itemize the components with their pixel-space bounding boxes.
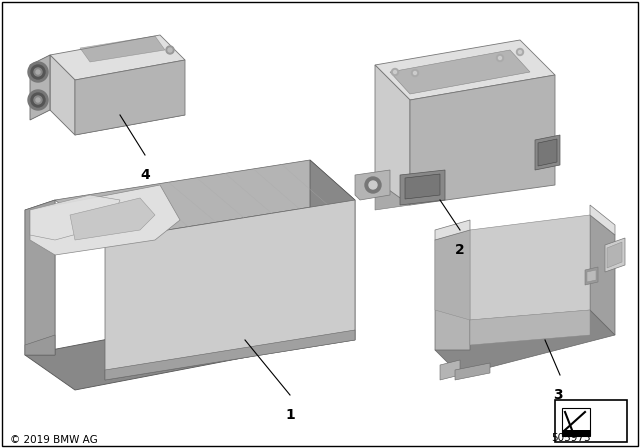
Polygon shape bbox=[80, 36, 165, 62]
Polygon shape bbox=[390, 50, 530, 94]
Polygon shape bbox=[607, 242, 622, 268]
Polygon shape bbox=[30, 55, 50, 120]
Polygon shape bbox=[590, 215, 615, 335]
Polygon shape bbox=[440, 360, 460, 380]
Polygon shape bbox=[605, 238, 625, 272]
Text: 4: 4 bbox=[140, 168, 150, 182]
Text: © 2019 BMW AG: © 2019 BMW AG bbox=[10, 435, 98, 445]
Circle shape bbox=[28, 62, 48, 82]
Circle shape bbox=[392, 69, 399, 76]
Circle shape bbox=[31, 65, 45, 79]
Polygon shape bbox=[25, 310, 310, 390]
Polygon shape bbox=[435, 220, 470, 240]
Polygon shape bbox=[470, 215, 590, 320]
Polygon shape bbox=[25, 200, 55, 355]
Polygon shape bbox=[50, 55, 75, 135]
Circle shape bbox=[365, 177, 381, 193]
Circle shape bbox=[36, 98, 40, 102]
Circle shape bbox=[413, 72, 417, 74]
Polygon shape bbox=[105, 200, 355, 380]
Polygon shape bbox=[105, 330, 355, 380]
Text: 2: 2 bbox=[455, 243, 465, 257]
Circle shape bbox=[36, 70, 40, 74]
Circle shape bbox=[518, 51, 522, 53]
Polygon shape bbox=[435, 230, 470, 350]
Text: 1: 1 bbox=[285, 408, 295, 422]
Polygon shape bbox=[435, 310, 615, 375]
Polygon shape bbox=[400, 170, 445, 205]
Polygon shape bbox=[25, 200, 55, 355]
Polygon shape bbox=[590, 205, 615, 235]
Polygon shape bbox=[535, 135, 560, 170]
Polygon shape bbox=[375, 172, 410, 210]
Circle shape bbox=[166, 46, 174, 54]
Polygon shape bbox=[355, 170, 390, 200]
Circle shape bbox=[34, 96, 42, 104]
Polygon shape bbox=[375, 40, 555, 100]
Polygon shape bbox=[587, 270, 596, 282]
Polygon shape bbox=[30, 195, 120, 240]
Bar bbox=[555, 400, 627, 442]
Polygon shape bbox=[30, 185, 180, 255]
Circle shape bbox=[168, 48, 172, 52]
Polygon shape bbox=[562, 430, 590, 436]
Polygon shape bbox=[375, 65, 410, 205]
Polygon shape bbox=[435, 230, 470, 320]
Polygon shape bbox=[410, 75, 555, 205]
Polygon shape bbox=[50, 90, 185, 135]
Polygon shape bbox=[310, 160, 355, 340]
Polygon shape bbox=[455, 363, 490, 380]
Circle shape bbox=[497, 55, 504, 61]
Circle shape bbox=[516, 48, 524, 56]
Text: 3: 3 bbox=[553, 388, 563, 402]
Polygon shape bbox=[405, 174, 440, 199]
Circle shape bbox=[499, 56, 502, 60]
Text: 505973: 505973 bbox=[552, 433, 591, 443]
Polygon shape bbox=[75, 60, 185, 135]
Circle shape bbox=[369, 181, 377, 189]
Circle shape bbox=[412, 69, 419, 77]
Polygon shape bbox=[538, 139, 557, 166]
Polygon shape bbox=[562, 408, 590, 436]
Polygon shape bbox=[25, 335, 55, 355]
Polygon shape bbox=[470, 310, 590, 345]
Polygon shape bbox=[585, 267, 598, 285]
Polygon shape bbox=[70, 198, 155, 240]
Circle shape bbox=[34, 68, 42, 76]
Circle shape bbox=[31, 93, 45, 107]
Polygon shape bbox=[50, 35, 185, 80]
Circle shape bbox=[394, 70, 397, 73]
Circle shape bbox=[28, 90, 48, 110]
Polygon shape bbox=[55, 160, 355, 240]
